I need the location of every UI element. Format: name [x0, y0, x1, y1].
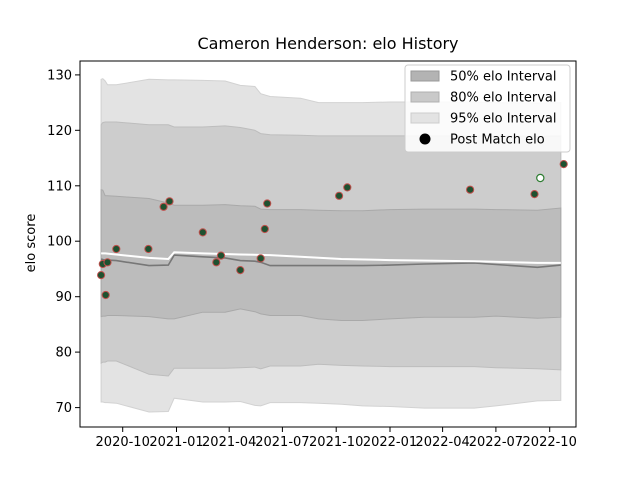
y-tick-label: 120: [47, 124, 72, 139]
post-match-point: [165, 197, 174, 206]
plot-frame: [79, 60, 577, 428]
post-match-point: [198, 228, 207, 237]
legend-swatch-band: [410, 91, 440, 103]
post-match-point: [216, 251, 226, 260]
legend: 50% elo Interval 80% elo Interval 95% elo …: [404, 64, 571, 153]
post-match-point: [101, 290, 110, 300]
y-tick-label: 80: [55, 346, 72, 361]
post-match-point: [466, 185, 475, 194]
post-match-point: [263, 199, 272, 208]
post-match-point: [559, 160, 568, 169]
post-match-point: [256, 254, 265, 263]
x-tick-label: 2022-04: [415, 435, 469, 450]
legend-label: 95% elo Interval: [450, 112, 557, 127]
post-match-point: [144, 244, 153, 254]
x-tick-label: 2021-04: [202, 435, 256, 450]
post-match-point: [103, 258, 112, 267]
expected-elo-line: [101, 251, 561, 264]
y-axis-label: elo score: [24, 214, 39, 273]
post-match-point: [212, 258, 221, 267]
legend-box: [404, 64, 571, 153]
legend-label: Post Match elo: [450, 133, 545, 148]
y-tick-label: 110: [47, 179, 72, 194]
x-tick-label: 2021-10: [309, 435, 363, 450]
band-50: [100, 189, 562, 321]
legend-swatch-marker: [419, 133, 431, 145]
mean-elo-line: [100, 254, 561, 269]
post-match-point: [530, 190, 539, 199]
post-match-point: [159, 202, 168, 211]
x-tick-label: 2021-07: [255, 435, 309, 450]
post-match-point: [236, 266, 245, 275]
y-tick-label: 100: [47, 235, 72, 250]
legend-swatch-band: [410, 70, 440, 82]
legend-label: 50% elo Interval: [450, 70, 557, 85]
legend-label: 80% elo Interval: [450, 91, 557, 106]
x-tick-label: 2021-01: [149, 435, 203, 450]
post-match-point: [97, 271, 106, 280]
latest-elo-point: [536, 173, 545, 183]
x-tick-label: 2022-07: [469, 435, 523, 450]
x-tick-label: 2020-10: [96, 435, 150, 450]
x-tick-label: 2022-01: [363, 435, 417, 450]
legend-swatch-band: [410, 112, 440, 124]
y-tick-label: 90: [55, 290, 72, 305]
post-match-point: [112, 244, 121, 254]
post-match-point: [335, 191, 344, 200]
y-tick-label: 70: [55, 401, 72, 416]
post-match-point: [343, 183, 352, 192]
y-tick-label: 130: [47, 68, 72, 83]
post-match-point: [260, 224, 269, 234]
x-tick-label: 2022-10: [523, 435, 577, 450]
chart-title: Cameron Henderson: elo History: [197, 34, 458, 53]
